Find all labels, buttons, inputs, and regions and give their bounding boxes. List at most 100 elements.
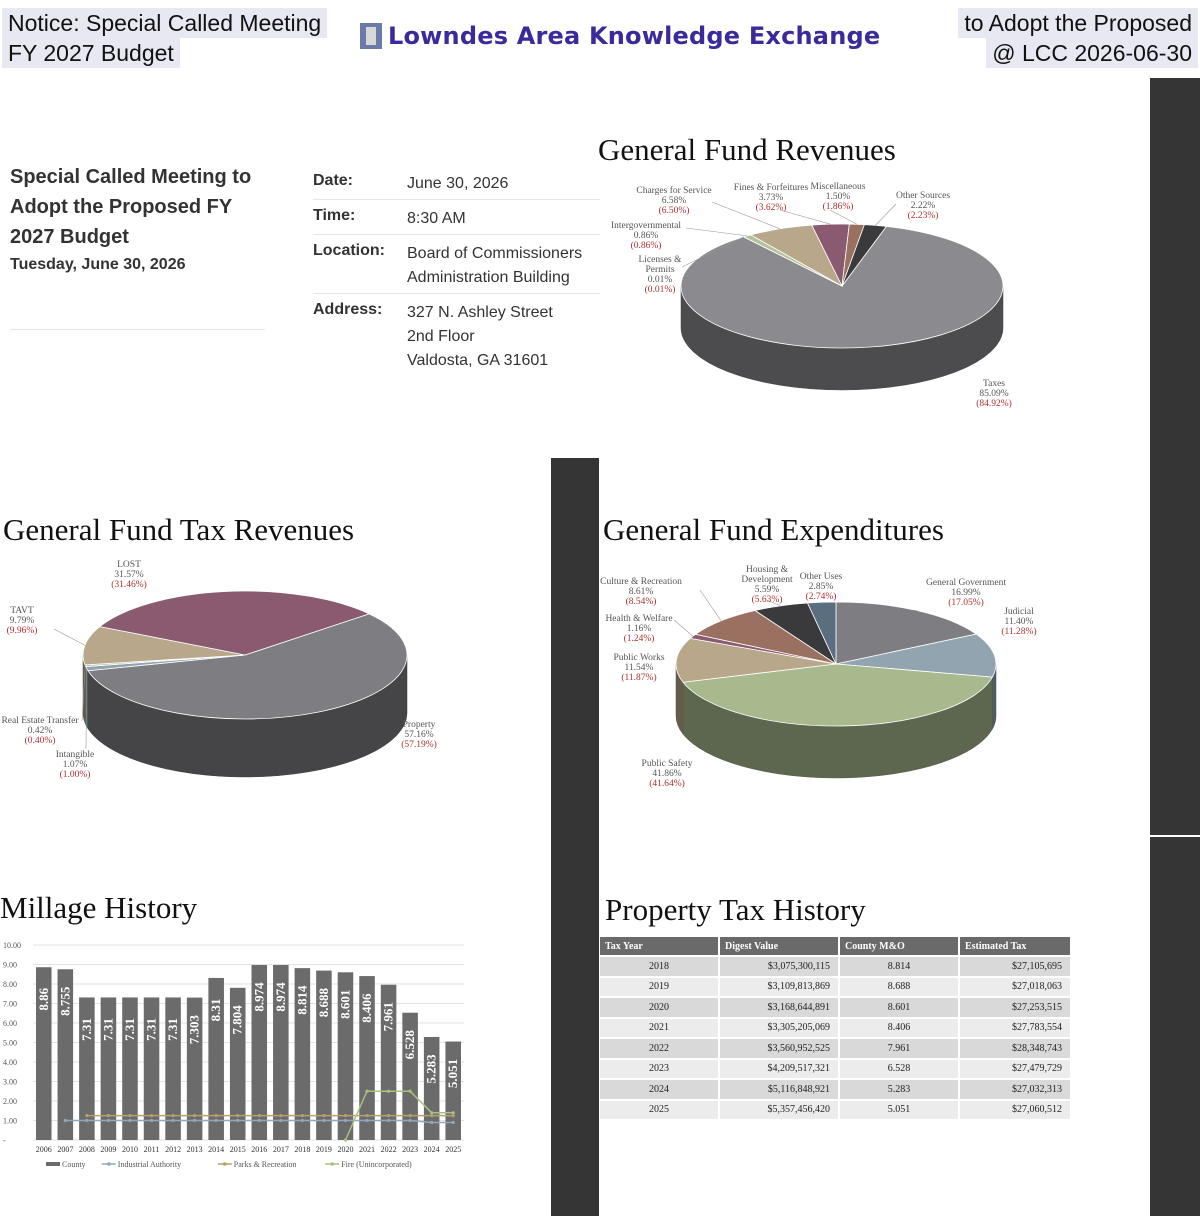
slice-prior: (41.64%) [649,778,685,789]
x-tick-label: 2025 [445,1145,461,1154]
line-point [257,1114,261,1118]
slice-percent: 41.86% [652,769,681,779]
slice-label: Fines & Forfeitures 3.73% (3.62%) [734,182,809,213]
slice-percent: 0.86% [634,231,659,241]
line-point [343,1114,348,1118]
table-cell: 5.051 [839,1098,960,1119]
line-point [193,1118,197,1123]
table-cell: 8.406 [839,1016,960,1038]
bar [165,997,181,1140]
slice-prior: (17.05%) [948,597,984,608]
bar [423,1036,440,1140]
line-point [343,1118,348,1123]
table-header-row: Tax Year Digest Value County M&O Estimat… [600,937,1072,956]
line-point [128,1118,132,1123]
x-tick-label: 2010 [122,1145,138,1154]
bar-value-label: 7.31 [122,1018,137,1041]
slice-percent: 11.54% [625,663,654,673]
slice-label: Judicial 11.40% (11.28%) [1001,607,1036,637]
bar [273,965,289,1140]
table-row: 2024 $5,116,848,921 5.283 $27,032,313 [600,1078,1072,1100]
slice-prior: (84.92%) [976,398,1012,409]
column-header: Estimated Tax [959,937,1072,956]
y-tick-label: 2.00 [3,1097,17,1106]
meeting-day: Tuesday, June 30, 2026 [10,256,186,273]
table-cell: 2019 [600,975,720,997]
table-cell: $5,357,456,420 [719,1098,840,1119]
slice-label: LOST 31.57% (31.46%) [111,560,147,590]
time-label: Time: [313,207,356,224]
bar-value-label: 7.31 [100,1018,115,1041]
address-line1: 327 N. Ashley Street [407,304,553,321]
leader-line [673,619,694,637]
slice-percent: 16.99% [951,588,980,598]
bar [229,987,246,1140]
line-point [386,1118,391,1123]
y-tick-label: 10.00 [3,941,21,950]
table-cell: $27,060,512 [959,1098,1072,1119]
slice-label: Health & Welfare 1.16% (1.24%) [605,613,672,644]
slice-percent: 2.85% [809,582,834,592]
legend-marker [330,1162,335,1166]
leader-line [53,628,86,646]
x-tick-label: 2019 [316,1145,332,1154]
table-cell: $27,032,313 [959,1078,1072,1100]
line-point [106,1114,111,1118]
slice-prior: (2.74%) [806,591,837,602]
address-line2: 2nd Floor [407,328,475,345]
x-tick-label: 2016 [251,1145,267,1154]
table-cell: 2018 [600,955,720,977]
location-value: Board of Commissioners Administration Bu… [407,242,582,290]
pie-slice [98,590,371,656]
bar [208,977,224,1140]
bar [337,972,354,1140]
bar-value-label: 8.974 [273,982,288,1012]
table-cell: $27,105,695 [959,955,1072,977]
date-row: Date: June 30, 2026 [313,172,603,196]
slice-prior: (2.23%) [908,210,939,221]
x-tick-label: 2023 [402,1145,418,1154]
line-point [193,1114,197,1118]
leader-line [681,236,744,268]
x-tick-label: 2013 [187,1145,203,1154]
header-left-line1: Notice: Special Called Meeting [2,8,328,38]
x-tick-label: 2009 [100,1145,116,1154]
slice-label: Intergovernmental 0.86% (0.86%) [611,221,681,251]
center-dark-panel [551,458,599,1216]
location-line1: Board of Commissioners [407,245,583,262]
bar [100,997,117,1140]
line-point [408,1089,412,1093]
slice-label: Housing & Development 5.59% (5.63%) [741,565,793,605]
line-point [322,1114,326,1118]
slice-percent: 9.79% [10,616,35,626]
slice-prior: (1.24%) [624,633,655,644]
slice-percent: 0.42% [28,726,53,736]
legend-marker [107,1162,111,1166]
column-header: Digest Value [719,937,840,956]
leader-line [909,609,918,611]
time-value: 8:30 AM [407,210,466,227]
table-cell: $4,209,517,321 [719,1057,840,1079]
bar-value-label: 8.31 [208,999,223,1022]
bar-value-label: 8.688 [316,987,331,1017]
date-label: Date: [313,172,354,189]
bar-value-label: 5.051 [445,1059,460,1088]
table-cell: $27,253,515 [959,996,1072,1018]
slice-prior: (5.63%) [752,594,783,605]
line-point [85,1118,89,1123]
slice-percent: 0.01% [648,275,673,285]
pie-slice [87,613,408,720]
line-point [408,1114,412,1118]
table-row: 2023 $4,209,517,321 6.528 $27,479,729 [600,1057,1072,1079]
x-tick-label: 2024 [424,1145,440,1154]
table-row: 2020 $3,168,644,891 8.601 $27,253,515 [600,996,1072,1018]
slice-prior: (0.01%) [645,284,676,295]
bar-value-label: 7.961 [381,1002,396,1031]
site-logo[interactable]: Lowndes Area Knowledge Exchange [360,20,880,52]
bar-value-label: 7.31 [165,1018,180,1041]
line-point [430,1111,434,1115]
y-tick-label: - [3,1136,6,1145]
time-row: Time: 8:30 AM [313,207,603,231]
line-point [279,1118,283,1123]
line-point [430,1120,434,1125]
